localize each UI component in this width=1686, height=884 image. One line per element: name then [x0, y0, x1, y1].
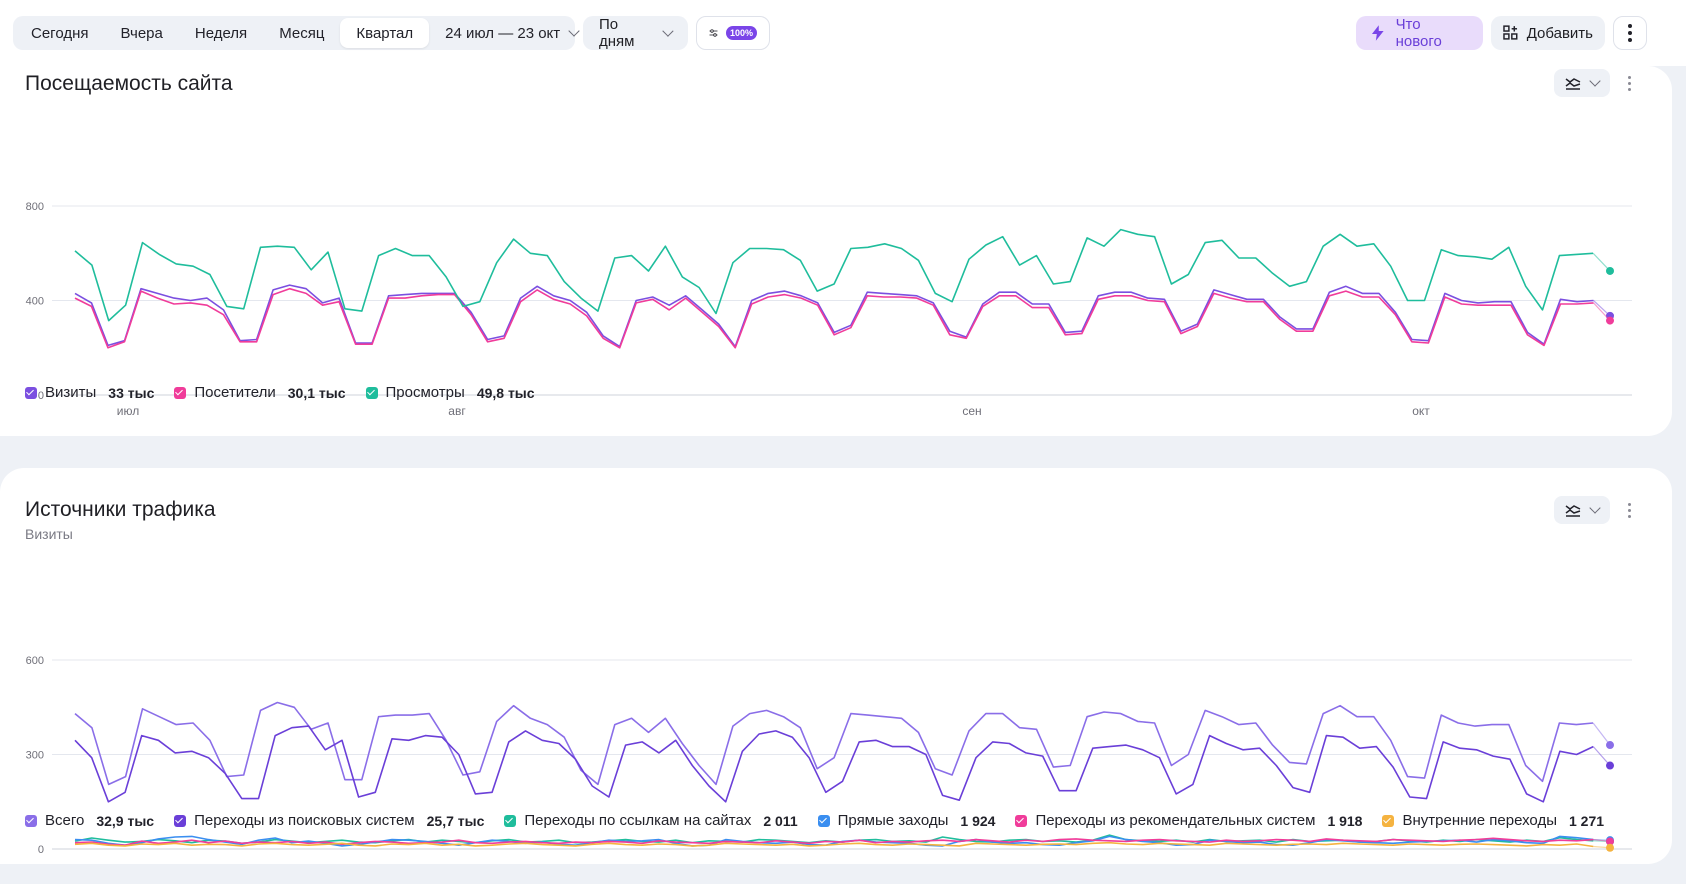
- series-line: [74, 725, 1594, 803]
- checkbox-icon: [174, 386, 187, 399]
- sliders-icon: [709, 29, 718, 37]
- y-tick-label: 0: [38, 844, 44, 856]
- x-tick-label: авг: [448, 858, 466, 860]
- checkbox-icon: [365, 386, 378, 399]
- legend-item-total[interactable]: Всего 32,9 тыс: [25, 812, 154, 829]
- traffic-chart: 0 400 800 июл авг сен окт: [26, 201, 1632, 418]
- series-line-tail: [1592, 746, 1611, 766]
- x-tick-label: окт: [1412, 404, 1430, 418]
- chevron-down-icon: [568, 25, 580, 37]
- legend-item-recommend[interactable]: Переходы из рекомендательных систем 1 91…: [1015, 812, 1362, 829]
- x-tick-label: авг: [448, 404, 466, 418]
- whats-new-label: Что нового: [1395, 16, 1442, 50]
- traffic-legend: Визиты 33 тыс Посетители 30,1 тыс Просмо…: [25, 384, 555, 401]
- legend-item-views[interactable]: Просмотры 49,8 тыс: [365, 384, 535, 401]
- y-tick-label: 600: [26, 655, 44, 667]
- series-end-point: [1606, 761, 1614, 770]
- grouping-dropdown[interactable]: По дням: [583, 16, 688, 50]
- sampling-badge: 100%: [725, 26, 757, 40]
- legend-item-visits[interactable]: Визиты 33 тыс: [25, 384, 154, 401]
- sampling-settings-button[interactable]: 100%: [696, 16, 770, 50]
- series-end-point: [1606, 837, 1614, 846]
- period-month[interactable]: Месяц: [279, 24, 325, 42]
- sources-legend: Всего 32,9 тыс Переходы из поисковых сис…: [25, 812, 1624, 829]
- checkbox-icon: [1382, 814, 1395, 827]
- y-tick-label: 300: [26, 750, 44, 762]
- traffic-card: Посещаемость сайта 0 400 800 июл авг сен окт В…: [0, 66, 1672, 436]
- card-menu-icon[interactable]: [1628, 503, 1632, 518]
- line-chart-icon: [1565, 505, 1581, 517]
- sources-card: Источники трафика Визиты 0 300 600 июл авг се…: [0, 468, 1672, 864]
- series-line: [74, 228, 1594, 322]
- series-line-tail: [1593, 302, 1611, 321]
- series-line: [74, 841, 1594, 848]
- period-week[interactable]: Неделя: [194, 24, 248, 42]
- series-line: [74, 837, 1594, 847]
- chevron-down-icon: [662, 25, 674, 37]
- lightning-icon: [1371, 25, 1384, 41]
- series-line-tail: [1592, 722, 1611, 746]
- series-end-point: [1606, 741, 1614, 750]
- checkbox-icon: [174, 814, 187, 827]
- card-title: Источники трафика: [25, 498, 216, 521]
- card-subtitle: Визиты: [25, 526, 73, 542]
- sources-chart: 0 300 600 июл авг сен окт: [26, 655, 1632, 860]
- x-tick-label: сен: [962, 858, 981, 860]
- legend-item-links[interactable]: Переходы по ссылкам на сайтах 2 011: [504, 812, 798, 829]
- add-widget-label: Добавить: [1526, 24, 1593, 42]
- checkbox-icon: [25, 386, 37, 399]
- series-end-point: [1606, 316, 1614, 325]
- chevron-down-icon: [1589, 502, 1601, 514]
- card-title: Посещаемость сайта: [25, 72, 233, 95]
- add-widget-button[interactable]: Добавить: [1491, 16, 1605, 50]
- series-line: [74, 284, 1594, 348]
- add-widget-icon: [1503, 25, 1518, 40]
- period-selector: Сегодня Вчера Неделя Месяц Квартал 24 ию…: [13, 16, 580, 50]
- chart-type-switch[interactable]: [1554, 69, 1610, 97]
- checkbox-icon: [504, 814, 517, 827]
- top-toolbar: Сегодня Вчера Неделя Месяц Квартал 24 ию…: [0, 0, 1686, 66]
- checkbox-icon: [25, 814, 37, 827]
- series-line: [74, 287, 1594, 349]
- more-menu-button[interactable]: [1613, 16, 1647, 50]
- x-tick-label: июл: [117, 858, 139, 860]
- date-range-label: 24 июл — 23 окт: [445, 24, 561, 42]
- y-tick-label: 0: [38, 390, 44, 402]
- series-line: [74, 701, 1594, 786]
- legend-item-visitors[interactable]: Посетители 30,1 тыс: [174, 384, 346, 401]
- legend-item-direct[interactable]: Прямые заходы 1 924: [817, 812, 995, 829]
- checkbox-icon: [817, 814, 830, 827]
- legend-item-search[interactable]: Переходы из поисковых систем 25,7 тыс: [174, 812, 484, 829]
- checkbox-icon: [1015, 814, 1028, 827]
- x-tick-label: окт: [1412, 858, 1430, 860]
- y-tick-label: 400: [26, 296, 44, 308]
- series-end-point: [1606, 266, 1614, 275]
- legend-item-internal[interactable]: Внутренние переходы 1 271: [1382, 812, 1604, 829]
- whats-new-button[interactable]: Что нового: [1356, 16, 1483, 50]
- period-yesterday[interactable]: Вчера: [120, 24, 163, 42]
- period-today[interactable]: Сегодня: [31, 24, 89, 42]
- x-tick-label: сен: [962, 404, 981, 418]
- series-end-point: [1606, 843, 1614, 852]
- card-menu-icon[interactable]: [1628, 76, 1632, 91]
- period-quarter[interactable]: Квартал: [340, 18, 430, 48]
- chevron-down-icon: [1589, 75, 1601, 87]
- chart-type-switch[interactable]: [1554, 496, 1610, 524]
- y-tick-label: 800: [26, 201, 44, 213]
- date-range-picker[interactable]: 24 июл — 23 окт: [429, 18, 594, 48]
- line-chart-icon: [1565, 78, 1581, 90]
- x-tick-label: июл: [117, 404, 139, 418]
- series-line-tail: [1592, 252, 1611, 272]
- grouping-label: По дням: [599, 16, 635, 50]
- more-vertical-icon: [1628, 24, 1632, 42]
